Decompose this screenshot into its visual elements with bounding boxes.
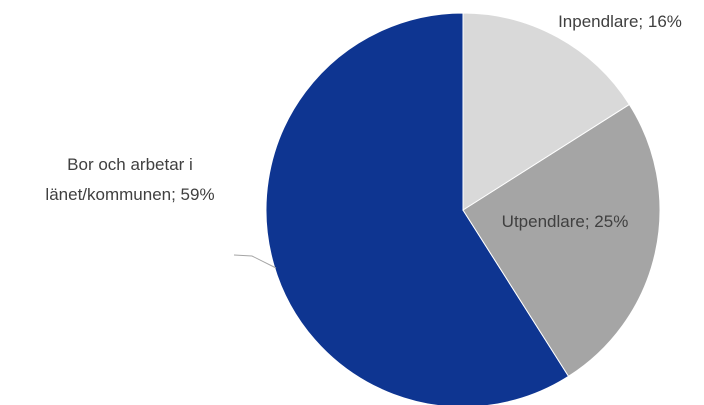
data-label: Bor och arbetar i länet/kommunen; 59%	[45, 155, 215, 204]
leader-line	[233, 254, 277, 269]
data-label: Utpendlare; 25%	[501, 212, 629, 231]
pie-slice	[265, 12, 570, 405]
pie-slice	[462, 12, 631, 211]
data-label: Inpendlare; 16%	[558, 12, 682, 31]
pie-slice	[462, 103, 661, 378]
